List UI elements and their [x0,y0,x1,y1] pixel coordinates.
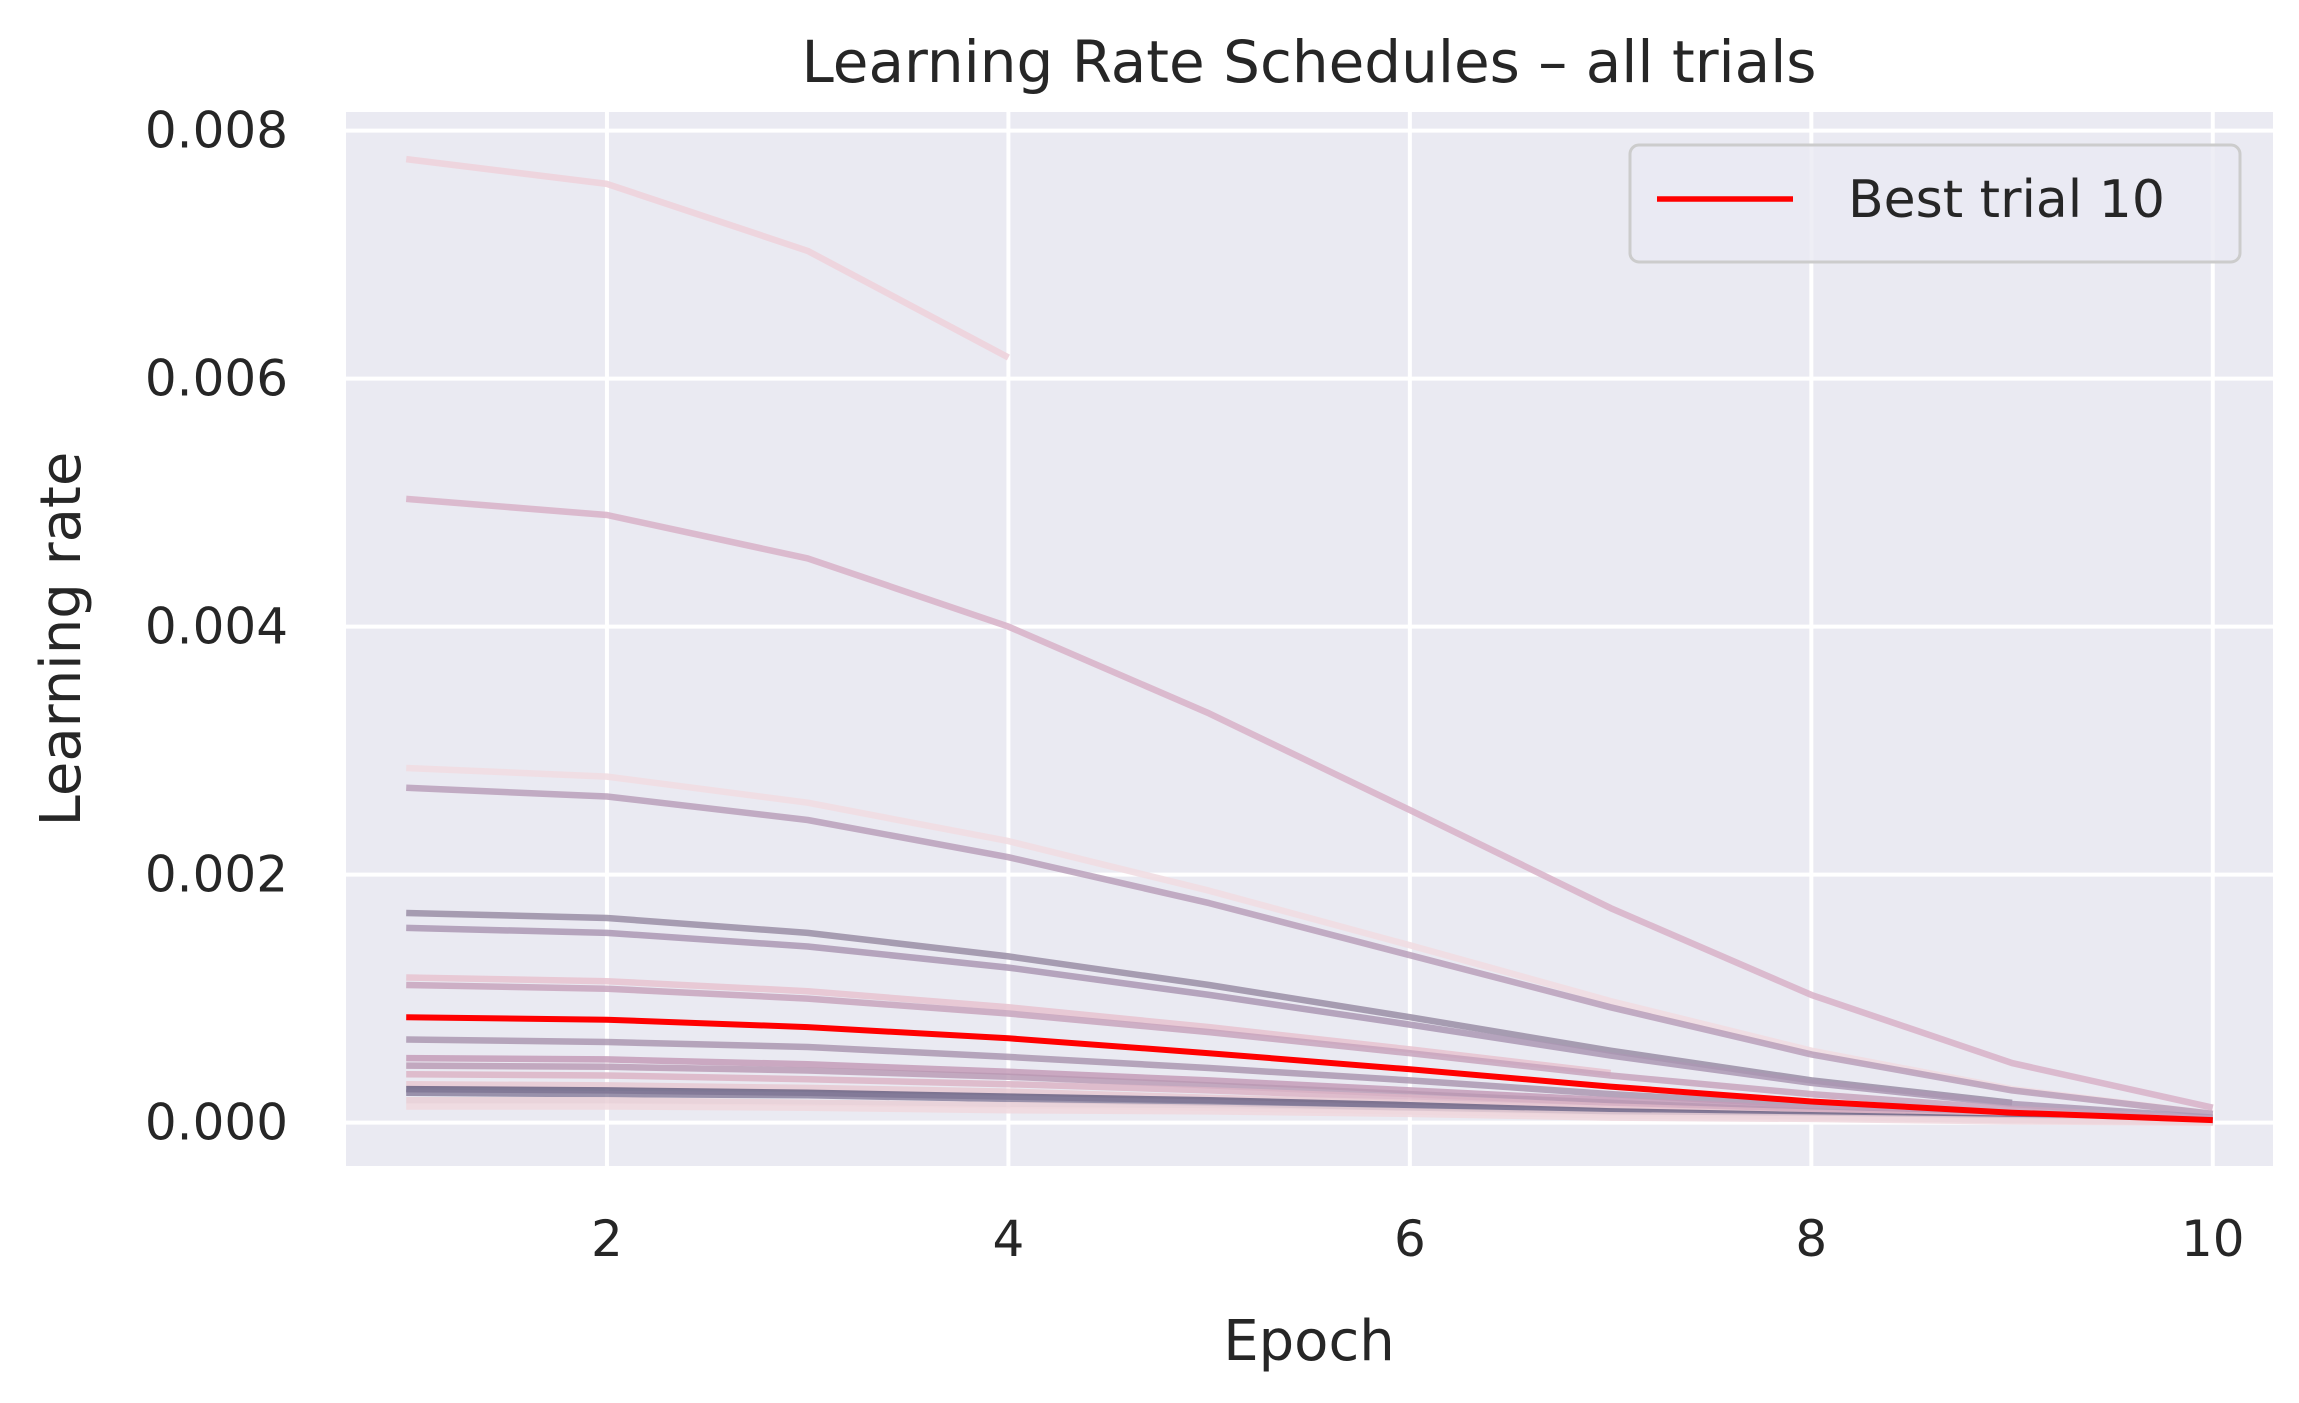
series-lines [405,155,2214,1126]
x-tick-label: 8 [1795,1210,1827,1268]
y-tick-label: 0.008 [145,102,288,160]
grid [346,112,2273,1166]
x-tick-label: 6 [1394,1210,1426,1268]
series-line-trial [406,924,2214,1121]
legend: Best trial 10 [1628,143,2242,264]
series-line-trial [406,784,2214,1118]
x-ticks: 2 4 6 8 10 [591,1210,2245,1268]
x-tick-label: 2 [591,1210,623,1268]
x-axis-label: Epoch [1223,1309,1394,1374]
y-tick-label: 0.000 [145,1094,288,1152]
series-line-trial [406,1103,2213,1126]
y-tick-label: 0.006 [145,350,288,408]
y-tick-label: 0.002 [145,846,288,904]
series-line-best [406,1014,2213,1124]
x-tick-label: 4 [993,1210,1025,1268]
legend-box [1628,143,2242,264]
chart-title: Learning Rate Schedules – all trials [801,28,1816,96]
legend-label-best: Best trial 10 [1848,170,2165,230]
y-tick-label: 0.004 [145,598,288,656]
series-line-trial [406,981,2213,1123]
series-line-trial [405,155,1010,361]
series-line-trial [406,909,2013,1107]
series-line-trial [406,974,1611,1077]
y-axis-label: Learning rate [29,452,94,827]
series-line-trial [405,495,2214,1111]
y-ticks: 0.000 0.002 0.004 0.006 0.008 [145,102,288,1152]
x-tick-label: 10 [2181,1210,2245,1268]
